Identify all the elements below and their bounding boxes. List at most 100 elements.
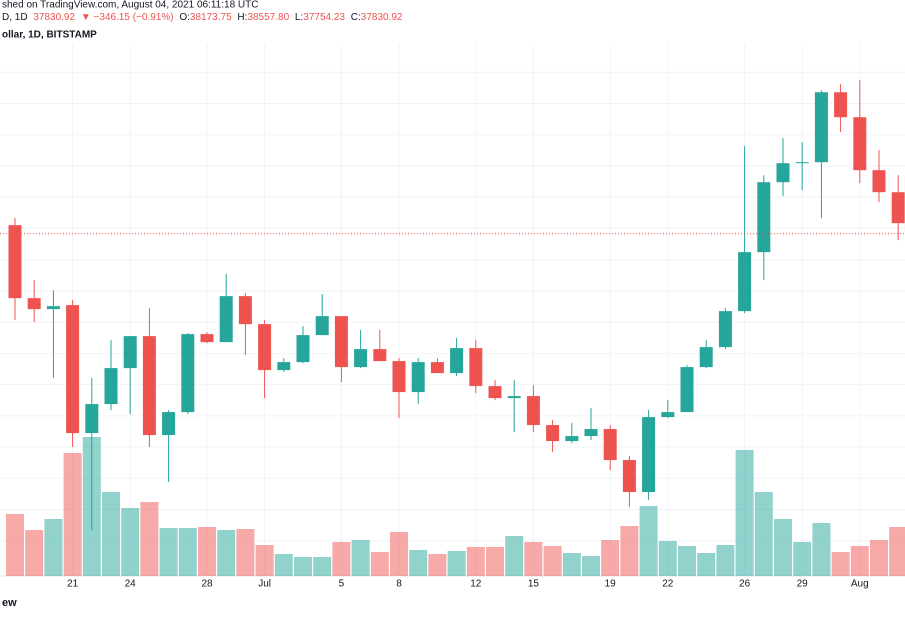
volume-bar <box>582 556 600 576</box>
volume-bar <box>25 530 44 576</box>
h-value: 38557.80 <box>247 12 289 23</box>
volume-bar <box>6 514 24 576</box>
volume-bar <box>313 557 332 576</box>
candle-body <box>373 349 387 362</box>
volume-bar <box>274 554 293 576</box>
volume-bar <box>255 545 274 576</box>
candle-body <box>85 404 99 434</box>
candle-body <box>699 347 713 368</box>
candle-body <box>392 361 406 393</box>
candle-body <box>603 429 617 461</box>
candle-body <box>738 252 752 312</box>
candle-body <box>757 182 771 253</box>
candle-body <box>258 324 272 371</box>
published: shed on TradingView.com, August 04, 2021… <box>2 0 258 11</box>
candle-body <box>27 298 41 310</box>
volume-bar <box>889 527 905 576</box>
x-tick-label: 8 <box>396 579 402 590</box>
x-tick-label: 24 <box>125 579 137 590</box>
candle-body <box>296 335 310 363</box>
volume-bar <box>716 545 735 576</box>
volume-bar <box>63 453 82 576</box>
c-label: C: <box>351 12 361 23</box>
o-value: 38173.75 <box>190 12 232 23</box>
candle-body <box>411 362 425 393</box>
volume-bar <box>678 546 696 576</box>
instrument: ollar, 1D, BITSTAMP <box>2 30 97 41</box>
x-tick-label: 28 <box>201 579 213 590</box>
candle-body <box>469 348 483 387</box>
candle-body <box>315 316 329 336</box>
symbol: D, 1D <box>2 12 28 23</box>
volume-bar <box>620 526 639 576</box>
candle-body <box>238 296 252 325</box>
volume-bar <box>735 450 754 576</box>
footer-logo: ew <box>2 597 17 609</box>
x-tick-label: 22 <box>662 579 674 590</box>
volume-bar <box>850 546 869 576</box>
candle-body <box>46 306 60 310</box>
candle-body <box>622 460 636 493</box>
volume-bar <box>831 552 850 576</box>
volume-bar <box>543 546 562 576</box>
volume-bar <box>217 530 236 576</box>
volume-bar <box>754 492 773 576</box>
x-tick-label: 19 <box>605 579 617 590</box>
volume-bar <box>774 519 792 576</box>
volume-bar <box>102 492 120 576</box>
candle-body <box>795 162 809 164</box>
candle-body <box>8 225 22 299</box>
candle-body <box>123 336 137 369</box>
x-tick-label: Aug <box>851 579 869 590</box>
l-value: 37754.23 <box>303 12 345 23</box>
candle-body <box>488 386 502 399</box>
c-value: 37830.92 <box>361 12 403 23</box>
x-tick-label: 15 <box>528 579 540 590</box>
volume-bar <box>793 542 812 576</box>
volume-bar <box>562 553 581 576</box>
candle-body <box>853 117 867 171</box>
x-tick-label: Jul <box>258 579 271 590</box>
candle-body <box>872 170 886 193</box>
legend: D, 1D 37830.92 ▼ −346.15 (−0.91%) O:3817… <box>2 12 403 23</box>
candle-body <box>661 412 675 418</box>
volume-bar <box>505 536 524 576</box>
volume-bar <box>466 547 485 576</box>
volume-bar <box>294 557 312 576</box>
candle-body <box>891 192 905 224</box>
candle-body <box>718 311 732 348</box>
volume-bar <box>697 553 716 576</box>
volume-bar <box>486 547 504 576</box>
volume-bar <box>524 542 543 576</box>
volume-bar <box>639 506 658 576</box>
x-tick-label: 21 <box>67 579 79 590</box>
candle-body <box>354 349 368 368</box>
candle-body <box>565 436 579 442</box>
candle-body <box>776 163 790 183</box>
volume-bar <box>44 519 63 576</box>
candle-body <box>680 367 694 413</box>
volume-bar <box>870 540 888 576</box>
volume-bar <box>178 528 197 576</box>
candle-body <box>200 334 214 343</box>
l-label: L: <box>295 12 303 23</box>
volume-bar <box>198 527 216 576</box>
candle-body <box>584 429 598 437</box>
candle-body <box>142 336 156 436</box>
volume-bar <box>159 528 178 576</box>
x-tick-label: 29 <box>797 579 809 590</box>
candle-body <box>834 92 848 118</box>
volume-bar <box>658 541 677 576</box>
candle-body <box>546 425 560 442</box>
volume-bar <box>351 540 370 576</box>
candle-body <box>814 92 828 163</box>
volume-bar <box>370 552 389 576</box>
candle-body <box>104 368 118 405</box>
candle-body <box>507 396 521 399</box>
volume-bar <box>812 523 831 576</box>
last: 37830.92 <box>33 12 75 23</box>
volume-bar <box>428 554 447 576</box>
candle-body <box>526 396 540 426</box>
o-label: O: <box>179 12 190 23</box>
x-tick-label: 26 <box>739 579 751 590</box>
